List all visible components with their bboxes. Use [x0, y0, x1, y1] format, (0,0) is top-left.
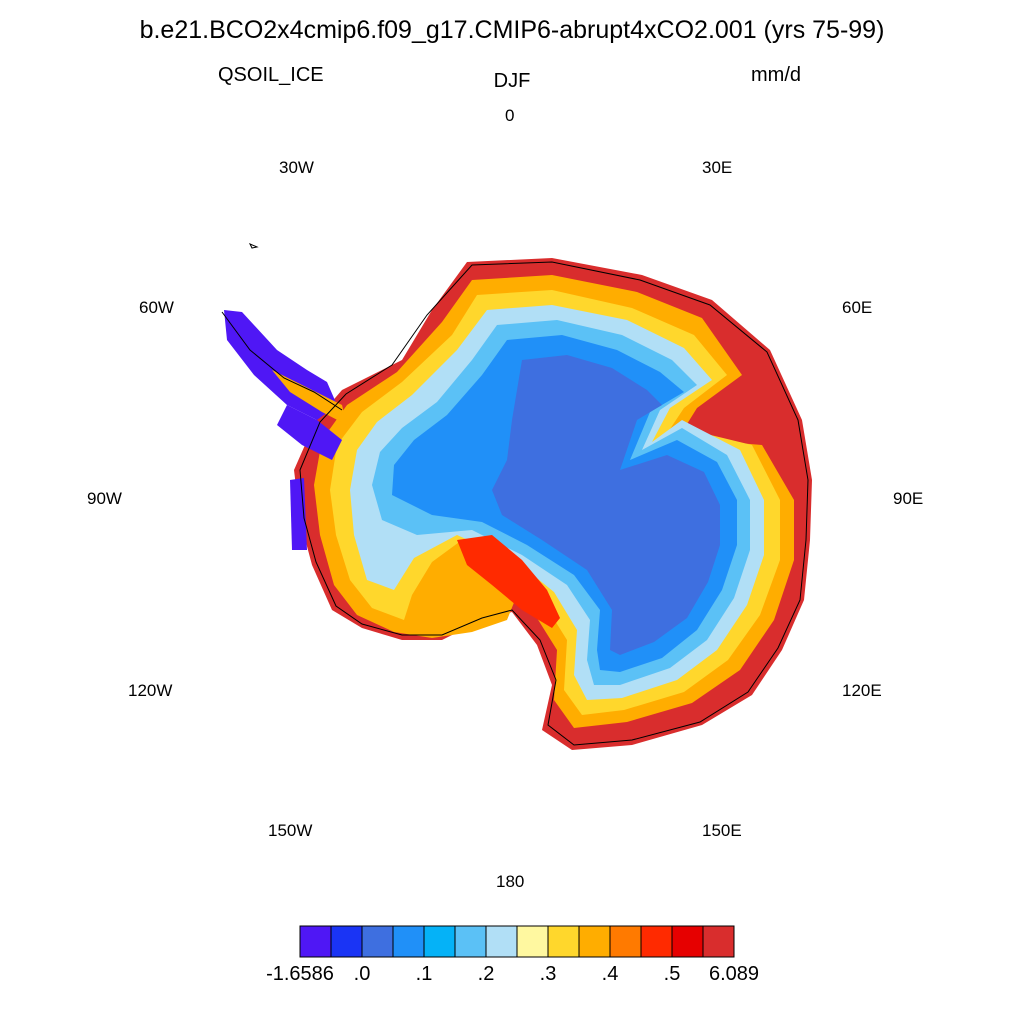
colorbar-tick-label: .4 [602, 963, 619, 985]
lon-label-90w: 90W [87, 489, 122, 508]
colorbar-swatch [578, 925, 611, 958]
peninsula-coastline [221, 311, 343, 411]
peninsula-orange [272, 370, 347, 425]
colorbar-swatch [516, 925, 549, 958]
colorbar-swatch [547, 925, 580, 958]
colorbar-swatch [423, 925, 456, 958]
colorbar-tick-label: .1 [416, 963, 433, 985]
colorbar-tick-label: -1.6586 [266, 963, 334, 985]
west-coast-peninsula-blue [290, 478, 307, 550]
colorbar-tick-label: 6.089 [709, 963, 759, 985]
peninsula-lower [277, 405, 342, 460]
island-outline [248, 243, 259, 249]
colorbar-tick-label: .5 [664, 963, 681, 985]
lon-label-150e: 150E [702, 821, 742, 840]
colorbar-tick-label: .3 [540, 963, 557, 985]
lon-label-180: 180 [496, 872, 525, 891]
lon-label-30w: 30W [279, 158, 314, 177]
colorbar-swatch [485, 925, 518, 958]
colorbar-swatch [361, 925, 394, 958]
variable-label: QSOIL_ICE [218, 64, 324, 86]
colorbar-swatch [299, 925, 332, 958]
lon-label-0: 0 [505, 106, 515, 125]
colorbar-swatch [392, 925, 425, 958]
colorbar-swatch [609, 925, 642, 958]
colorbar-swatch [640, 925, 673, 958]
lon-label-30e: 30E [702, 158, 733, 177]
lon-label-60e: 60E [842, 298, 873, 317]
plot-title: b.e21.BCO2x4cmip6.f09_g17.CMIP6-abrupt4x… [139, 16, 885, 44]
lon-label-120w: 120W [128, 681, 173, 700]
lon-label-120e: 120E [842, 681, 882, 700]
colorbar-tick-label: .0 [354, 963, 371, 985]
coastline [299, 261, 809, 746]
lon-label-90e: 90E [893, 489, 924, 508]
ross-ice-shelf-red [457, 535, 560, 628]
season-label: DJF [493, 70, 531, 92]
ice-interior [492, 355, 720, 655]
colorbar-swatch [702, 925, 735, 958]
colorbar-tick-label: .2 [478, 963, 495, 985]
colorbar-swatch [671, 925, 704, 958]
colorbar-swatch [330, 925, 363, 958]
lon-label-150w: 150W [268, 821, 313, 840]
colorbar-swatch [454, 925, 487, 958]
lon-label-60w: 60W [139, 298, 174, 317]
units-label: mm/d [751, 64, 801, 86]
